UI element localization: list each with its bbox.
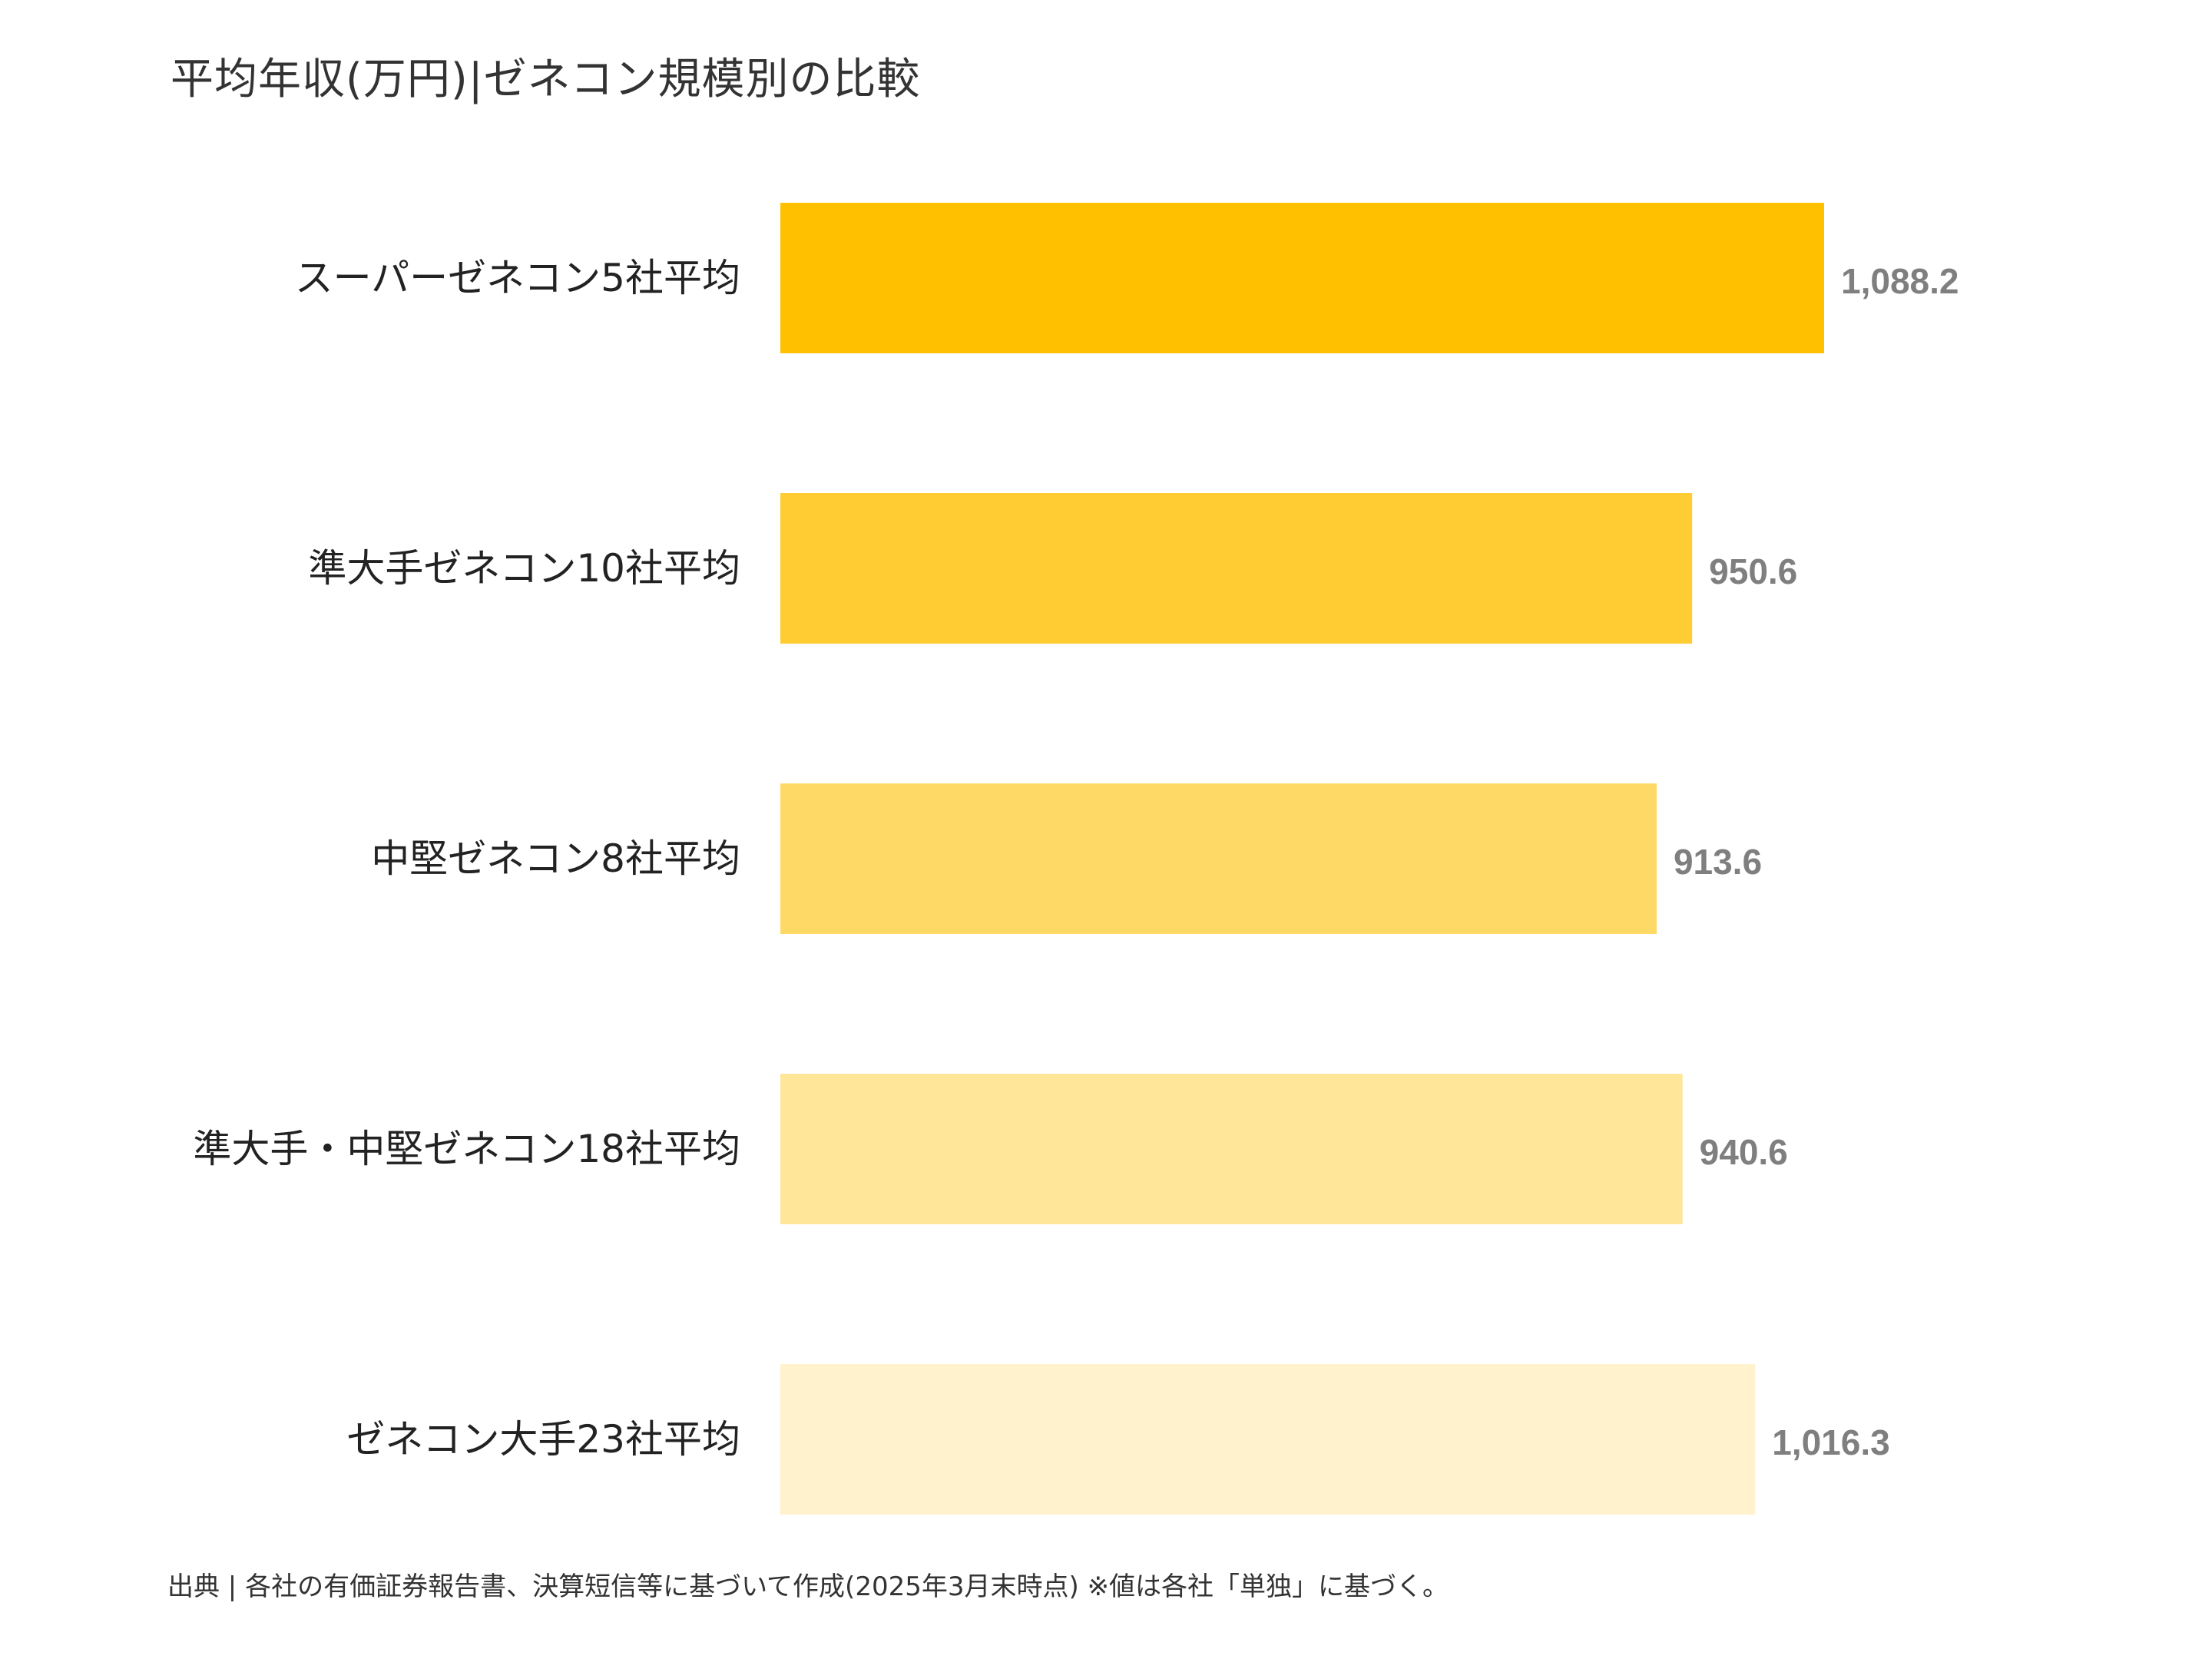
bar-3 — [780, 783, 1657, 934]
category-label-1: スーパーゼネコン5社平均 — [295, 256, 740, 300]
category-label-3: 中堅ゼネコン8社平均 — [371, 836, 740, 881]
category-label-4: 準大手・中堅ゼネコン18社平均 — [193, 1127, 740, 1171]
value-label-3: 913.6 — [1674, 842, 1762, 882]
bar-1 — [780, 203, 1824, 353]
bar-4 — [780, 1074, 1683, 1224]
bar-5 — [780, 1364, 1756, 1515]
value-label-4: 940.6 — [1700, 1132, 1788, 1172]
value-label-2: 950.6 — [1709, 551, 1797, 591]
value-label-1: 1,088.2 — [1841, 261, 1959, 301]
source-note: 出典 | 各社の有価証券報告書、決算短信等に基づいて作成(2025年3月末時点)… — [167, 1571, 1449, 1602]
value-label-5: 1,016.3 — [1772, 1422, 1889, 1462]
chart-title: 平均年収(万円)|ゼネコン規模別の比較 — [171, 55, 921, 104]
category-label-2: 準大手ゼネコン10社平均 — [308, 546, 740, 591]
category-label-5: ゼネコン大手23社平均 — [346, 1417, 740, 1462]
bar-2 — [780, 493, 1693, 644]
